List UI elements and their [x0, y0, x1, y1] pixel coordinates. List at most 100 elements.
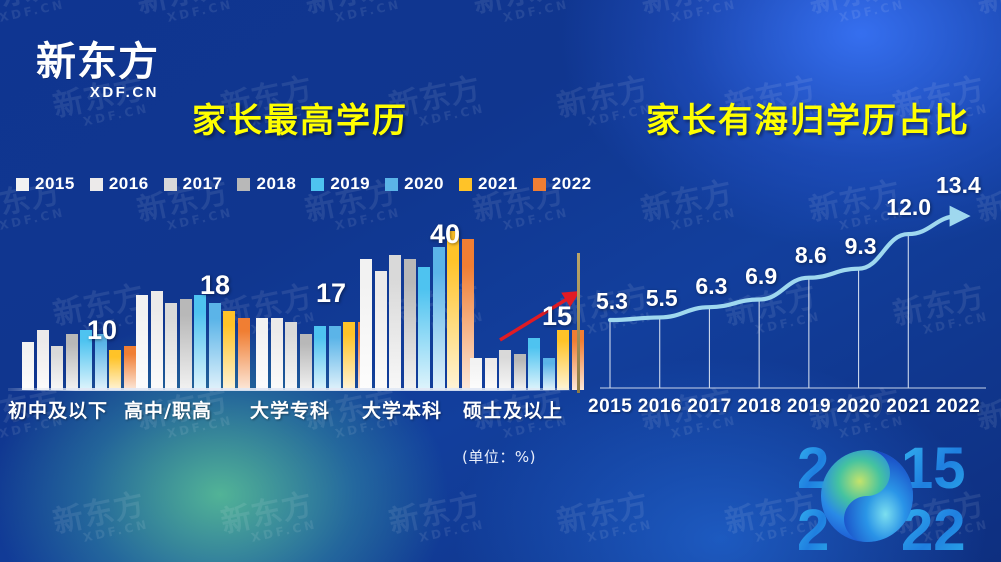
bar-category-label: 大学本科	[362, 400, 443, 422]
bar-category-label: 硕士及以上	[463, 400, 564, 422]
bar-2020[interactable]	[328, 326, 341, 390]
bar-2021[interactable]	[223, 310, 235, 390]
bar-2018[interactable]	[179, 298, 192, 390]
bar-2016[interactable]	[270, 318, 283, 390]
legend-item-2015[interactable]: 2015	[16, 174, 75, 194]
legend-swatch-icon	[16, 177, 29, 191]
bar-chart-legend: 2015 2016 2017 2018 2019 2020 2021 2022	[16, 174, 607, 194]
bar-group	[22, 215, 136, 390]
bar-category-label: 大学专科	[250, 400, 331, 422]
bar-2016[interactable]	[484, 358, 497, 390]
svg-text:22: 22	[901, 498, 966, 556]
bar-2020[interactable]	[542, 358, 555, 390]
bar-2022[interactable]	[123, 346, 136, 390]
bar-2021[interactable]	[109, 350, 121, 390]
section-divider	[577, 253, 580, 393]
legend-label: 2016	[108, 174, 149, 193]
legend-label: 2018	[256, 174, 297, 193]
legend-item-2017[interactable]: 2017	[163, 174, 223, 194]
legend-label: 2015	[35, 174, 75, 193]
bar-2022[interactable]	[237, 318, 250, 390]
bar-2015[interactable]	[136, 294, 148, 390]
bar-2018[interactable]	[65, 334, 78, 390]
bar-2017[interactable]	[51, 346, 63, 390]
bar-group-value-label: 10	[87, 315, 118, 345]
legend-label: 2020	[404, 174, 444, 193]
bar-2020[interactable]	[208, 302, 221, 390]
line-axis-year-label: 2020	[836, 396, 881, 417]
bar-2018[interactable]	[403, 258, 416, 390]
legend-item-2019[interactable]: 2019	[311, 174, 370, 194]
bar-2017[interactable]	[285, 322, 297, 390]
left-chart-title: 家长最高学历	[192, 101, 408, 141]
legend-item-2021[interactable]: 2021	[458, 174, 518, 194]
bar-2019[interactable]	[194, 294, 206, 390]
bar-group	[256, 215, 370, 390]
legend-label: 2021	[477, 174, 518, 193]
bar-2020[interactable]	[432, 246, 445, 390]
line-value-label: 8.6	[794, 241, 827, 268]
line-axis-year-label: 2017	[687, 396, 732, 417]
year-range-graphic: 2 2 15 22	[797, 438, 966, 556]
bar-group	[360, 215, 474, 390]
xdf-logo: 新东方 XDF.CN	[36, 42, 159, 101]
line-axis-year-label: 2022	[936, 396, 981, 417]
legend-item-2016[interactable]: 2016	[89, 174, 149, 194]
bar-2016[interactable]	[36, 330, 49, 390]
bar-group-value-label: 17	[316, 278, 347, 308]
legend-item-2018[interactable]: 2018	[237, 174, 296, 194]
bar-category-label: 初中及以下	[8, 400, 109, 422]
bar-2017[interactable]	[165, 302, 177, 390]
bar-2019[interactable]	[80, 330, 92, 390]
right-chart-title: 家长有海归学历占比	[646, 101, 970, 141]
line-value-label: 5.3	[596, 288, 628, 314]
legend-swatch-icon	[385, 177, 399, 191]
legend-label: 2022	[551, 174, 592, 193]
red-up-arrow-icon	[499, 291, 581, 342]
line-value-label: 6.3	[695, 273, 728, 300]
bar-2015[interactable]	[22, 342, 34, 390]
line-value-label: 6.9	[745, 263, 778, 290]
bar-2021[interactable]	[557, 330, 569, 390]
bar-2017[interactable]	[389, 254, 401, 390]
legend-item-2022[interactable]: 2022	[532, 174, 592, 194]
line-value-label: 13.4	[936, 172, 981, 199]
line-value-label: 9.3	[844, 232, 877, 259]
bar-2015[interactable]	[360, 258, 372, 390]
bar-2019[interactable]	[528, 338, 540, 390]
bar-2018[interactable]	[513, 354, 526, 390]
legend-label: 2019	[330, 174, 371, 193]
bar-group-value-label: 18	[200, 270, 231, 300]
line-chart-plot-area	[592, 170, 992, 400]
line-value-label: 12.0	[886, 194, 932, 221]
bar-2016[interactable]	[374, 270, 387, 390]
bar-2015[interactable]	[256, 318, 268, 390]
bar-2015[interactable]	[470, 358, 482, 390]
bar-2022[interactable]	[461, 238, 474, 390]
legend-label: 2017	[182, 174, 223, 193]
legend-swatch-icon	[237, 177, 251, 191]
bar-2019[interactable]	[418, 266, 430, 390]
bar-2018[interactable]	[299, 334, 312, 390]
logo-cn-text: 新东方	[36, 39, 159, 85]
bar-2016[interactable]	[150, 290, 163, 390]
legend-item-2020[interactable]: 2020	[385, 174, 444, 194]
bar-2019[interactable]	[314, 326, 326, 390]
bar-group-value-label: 40	[430, 219, 461, 249]
line-chart-svg	[600, 205, 986, 389]
legend-swatch-icon	[532, 177, 546, 191]
bar-2021[interactable]	[343, 322, 355, 390]
legend-swatch-icon	[311, 177, 325, 191]
bar-2021[interactable]	[447, 230, 459, 390]
line-chart-series-line[interactable]	[607, 205, 971, 323]
bar-2020[interactable]	[94, 334, 107, 390]
bar-2017[interactable]	[499, 350, 511, 390]
